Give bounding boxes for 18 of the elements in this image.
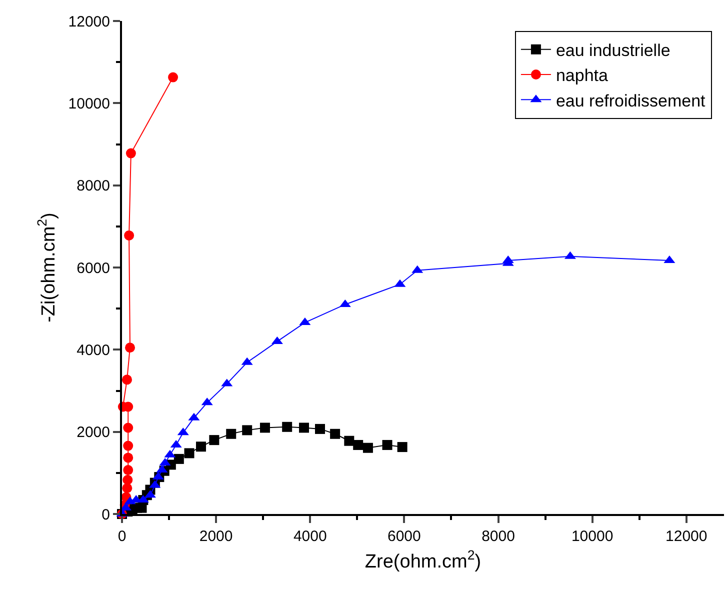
legend-label: eau industrielle [556, 41, 670, 60]
x-tick-label: 2000 [199, 528, 233, 545]
y-tick-label: 8000 [76, 178, 110, 195]
y-tick-label: 2000 [76, 424, 110, 442]
x-tick-label: 4000 [293, 528, 327, 545]
y-tick-label: 4000 [76, 342, 110, 359]
y-tick-label: 10000 [68, 95, 110, 112]
legend-label: eau refroidissement [556, 91, 706, 110]
x-tick-label: 12000 [666, 528, 708, 545]
y-tick-label: 12000 [68, 13, 110, 30]
y-tick-label: 6000 [76, 260, 110, 277]
x-tick-label: 10000 [571, 528, 614, 545]
legend-label: naphta [556, 66, 608, 86]
y-tick-label: 0 [102, 506, 110, 524]
x-axis-title: Zre(ohm.cm$^{2}$) [364, 547, 482, 572]
x-tick-label: 0 [118, 528, 126, 545]
x-tick-label: 8000 [482, 528, 515, 545]
x-tick-label: 6000 [388, 528, 421, 545]
